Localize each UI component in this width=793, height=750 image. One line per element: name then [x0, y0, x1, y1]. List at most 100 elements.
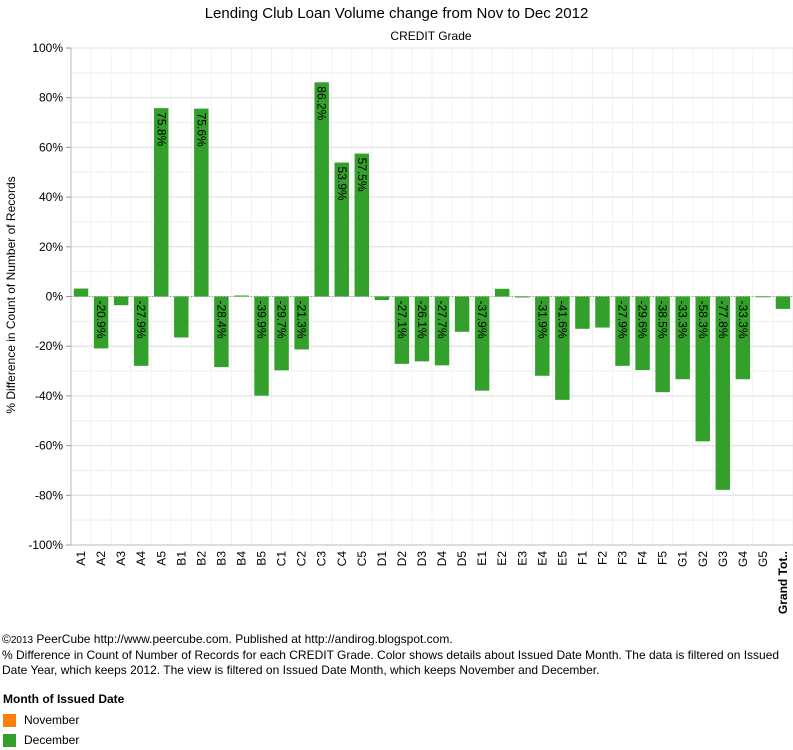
x-tick-label: A3: [114, 551, 128, 566]
bar-e2[interactable]: [494, 288, 510, 297]
bar-g1[interactable]: [675, 296, 690, 380]
x-tick-label: A1: [74, 551, 88, 566]
data-label: -38.5%: [656, 301, 670, 339]
bar-e1[interactable]: [474, 296, 490, 391]
bar-c4[interactable]: [334, 162, 349, 297]
bar-f3[interactable]: [615, 296, 630, 366]
copyright-year: 2013: [10, 635, 34, 646]
bar-g2[interactable]: [695, 296, 710, 442]
bar-c5[interactable]: [354, 153, 370, 297]
bar-c1[interactable]: [274, 296, 289, 371]
bar-b1[interactable]: [174, 296, 189, 338]
legend-label-november: November: [24, 713, 80, 727]
x-tick-label: E3: [515, 551, 529, 566]
data-label: -27.7%: [435, 301, 449, 339]
y-tick-label: 80%: [39, 91, 63, 105]
bar-f4[interactable]: [635, 296, 650, 371]
data-label: -26.1%: [415, 301, 429, 339]
bar-d3[interactable]: [414, 296, 430, 362]
bar-d4[interactable]: [434, 296, 450, 366]
x-tick-label: F4: [636, 551, 650, 565]
x-tick-label: Grand Tot..: [776, 551, 790, 614]
x-tick-label: E1: [475, 551, 489, 566]
y-tick-label: -100%: [28, 538, 63, 552]
data-label: -33.3%: [676, 301, 690, 339]
bar-d5[interactable]: [454, 296, 470, 332]
x-tick-label: F2: [595, 551, 609, 565]
bars: [73, 82, 791, 490]
bar-a1[interactable]: [73, 288, 89, 297]
data-label: -37.9%: [475, 301, 489, 339]
legend-item-november[interactable]: November: [3, 710, 124, 730]
data-label: -29.6%: [636, 301, 650, 339]
bar-b3[interactable]: [214, 296, 229, 368]
data-label: 75.6%: [194, 113, 208, 147]
x-tick-label: E4: [535, 551, 549, 566]
x-tick-label: D4: [435, 551, 449, 567]
data-label: -41.6%: [555, 301, 569, 339]
x-tick-label: B5: [255, 551, 269, 566]
x-tick-label: B2: [194, 551, 208, 566]
bar-grand-tot-[interactable]: [775, 296, 791, 309]
bar-e4[interactable]: [535, 296, 550, 376]
data-label: 75.8%: [154, 112, 168, 146]
x-tick-label: A2: [94, 551, 108, 566]
y-tick-label: 0%: [46, 290, 64, 304]
x-tick-label: B1: [174, 551, 188, 566]
x-tick-label: F3: [616, 551, 630, 565]
data-label: -29.7%: [275, 301, 289, 339]
bar-g3[interactable]: [715, 296, 731, 490]
bar-a2[interactable]: [93, 296, 109, 349]
x-tick-label: B4: [234, 551, 248, 566]
copyright-symbol: ©: [2, 632, 11, 646]
y-tick-label: 100%: [32, 41, 63, 55]
y-tick-label: 40%: [39, 190, 63, 204]
y-axis-label: % Difference in Count of Number of Recor…: [4, 176, 18, 413]
data-label: 57.5%: [355, 158, 369, 192]
x-axis-ticks: A1 A2 A3 A4 A5 B1 B2 B3 B4 B5 C1 C2 C3 C4 C5 D1 D2 D3 D4 D5…: [74, 551, 790, 614]
copyright-line: ©2013 PeerCube http://www.peercube.com. …: [2, 632, 790, 648]
x-tick-label: G2: [696, 551, 710, 567]
bar-f5[interactable]: [655, 296, 670, 393]
bar-e3[interactable]: [515, 296, 530, 298]
bar-f2[interactable]: [595, 296, 610, 328]
bar-b4[interactable]: [234, 295, 249, 297]
grid-lines: [70, 47, 793, 546]
bar-c2[interactable]: [294, 296, 309, 350]
bar-e5[interactable]: [555, 296, 570, 400]
x-tick-label: D2: [395, 551, 409, 567]
x-tick-label: G1: [676, 551, 690, 567]
data-label: -27.9%: [134, 301, 148, 339]
bar-g4[interactable]: [735, 296, 751, 380]
bar-c3[interactable]: [314, 82, 329, 297]
y-tick-label: 60%: [39, 140, 63, 154]
bar-d1[interactable]: [374, 296, 390, 300]
data-label: -20.9%: [94, 301, 108, 339]
x-tick-label: D3: [415, 551, 429, 567]
bar-b2[interactable]: [194, 108, 209, 297]
data-label: -39.9%: [255, 301, 269, 339]
x-tick-label: D5: [455, 551, 469, 567]
x-tick-label: A4: [134, 551, 148, 566]
chart-subtitle: CREDIT Grade: [390, 29, 471, 43]
bar-a3[interactable]: [113, 296, 129, 306]
bar-f1[interactable]: [575, 296, 590, 329]
bar-a5[interactable]: [154, 108, 169, 297]
x-tick-label: C3: [315, 551, 329, 567]
data-label: -28.4%: [214, 301, 228, 339]
x-tick-label: E2: [495, 551, 509, 566]
x-tick-label: F5: [656, 551, 670, 565]
x-tick-label: C5: [355, 551, 369, 567]
x-tick-label: D1: [375, 551, 389, 567]
data-label: -21.3%: [295, 301, 309, 339]
x-tick-label: C1: [275, 551, 289, 567]
x-tick-label: B3: [214, 551, 228, 566]
bar-g5[interactable]: [755, 296, 771, 298]
legend-item-december[interactable]: December: [3, 730, 124, 750]
legend-swatch-november: [3, 713, 16, 727]
data-label: -58.3%: [696, 301, 710, 339]
bar-a4[interactable]: [133, 296, 149, 366]
bar-b5[interactable]: [254, 296, 269, 396]
data-label: -31.9%: [535, 301, 549, 339]
bar-d2[interactable]: [394, 296, 410, 364]
